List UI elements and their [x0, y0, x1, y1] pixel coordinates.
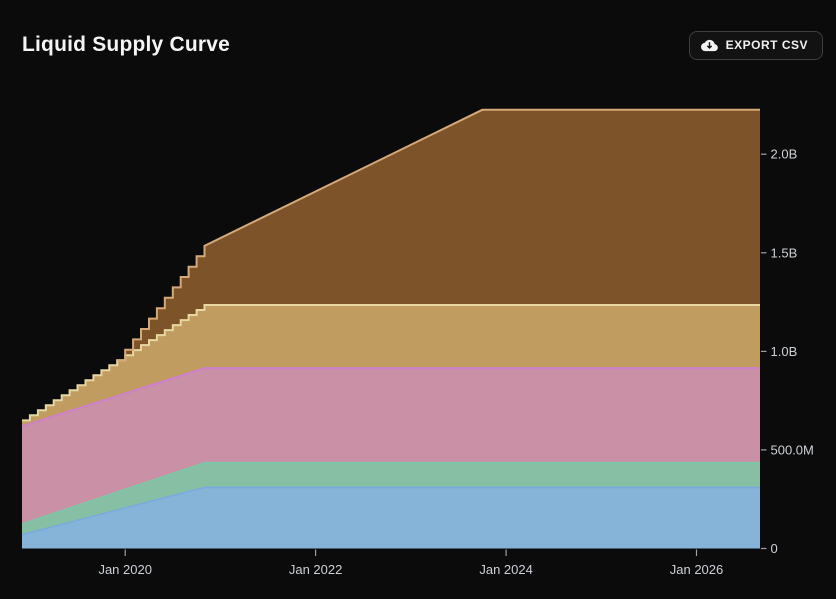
x-tick-label: Jan 2026	[670, 562, 724, 577]
edge-series-5-brown	[117, 108, 760, 362]
export-csv-label: EXPORT CSV	[725, 38, 808, 52]
y-tick-label: 0	[771, 541, 778, 556]
y-tick-label: 1.0B	[771, 344, 798, 359]
y-tick-label: 1.5B	[771, 245, 798, 260]
area-series-5-brown	[117, 109, 760, 366]
x-tick-label: Jan 2022	[289, 562, 343, 577]
area-series-2-teal	[22, 462, 760, 535]
area-series-4-tan	[22, 305, 760, 427]
page-title: Liquid Supply Curve	[22, 33, 230, 56]
y-tick-label: 2.0B	[771, 147, 798, 162]
x-tick-label: Jan 2020	[98, 562, 152, 577]
edge-series-4-tan	[22, 304, 760, 422]
area-series-3-pink	[22, 368, 760, 524]
x-tick-label: Jan 2024	[479, 562, 533, 577]
edge-series-3-pink	[21, 367, 760, 428]
header: Liquid Supply Curve EXPORT CSV	[0, 0, 836, 90]
edge-series-2-teal	[21, 461, 760, 525]
edge-series-1-blue	[21, 486, 760, 536]
area-series-1-blue	[22, 487, 760, 549]
export-csv-button[interactable]: EXPORT CSV	[688, 30, 823, 60]
cloud-download-icon	[700, 38, 718, 53]
y-tick-label: 500.0M	[771, 442, 814, 457]
